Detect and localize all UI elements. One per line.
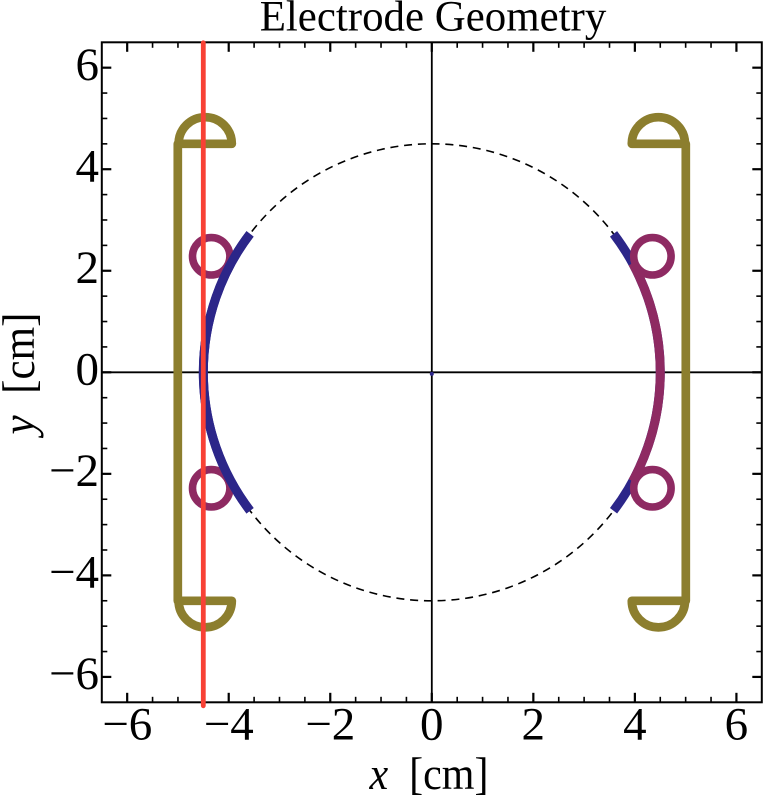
- svg-text:4: 4: [76, 141, 100, 193]
- svg-text:−4: −4: [49, 547, 99, 599]
- svg-text:−6: −6: [49, 648, 99, 700]
- svg-text:0: 0: [76, 344, 100, 396]
- svg-text:6: 6: [725, 698, 749, 750]
- svg-text:y [cm]: y [cm]: [0, 313, 44, 439]
- svg-text:−4: −4: [204, 698, 254, 750]
- svg-text:6: 6: [76, 39, 100, 91]
- svg-text:Electrode Geometry: Electrode Geometry: [260, 0, 607, 41]
- svg-text:4: 4: [623, 698, 647, 750]
- svg-text:−6: −6: [102, 698, 152, 750]
- svg-text:0: 0: [420, 698, 444, 750]
- svg-text:−2: −2: [305, 698, 355, 750]
- svg-text:x [cm]: x [cm]: [369, 748, 489, 799]
- svg-text:2: 2: [522, 698, 546, 750]
- svg-text:2: 2: [76, 242, 100, 294]
- svg-text:−2: −2: [49, 445, 99, 497]
